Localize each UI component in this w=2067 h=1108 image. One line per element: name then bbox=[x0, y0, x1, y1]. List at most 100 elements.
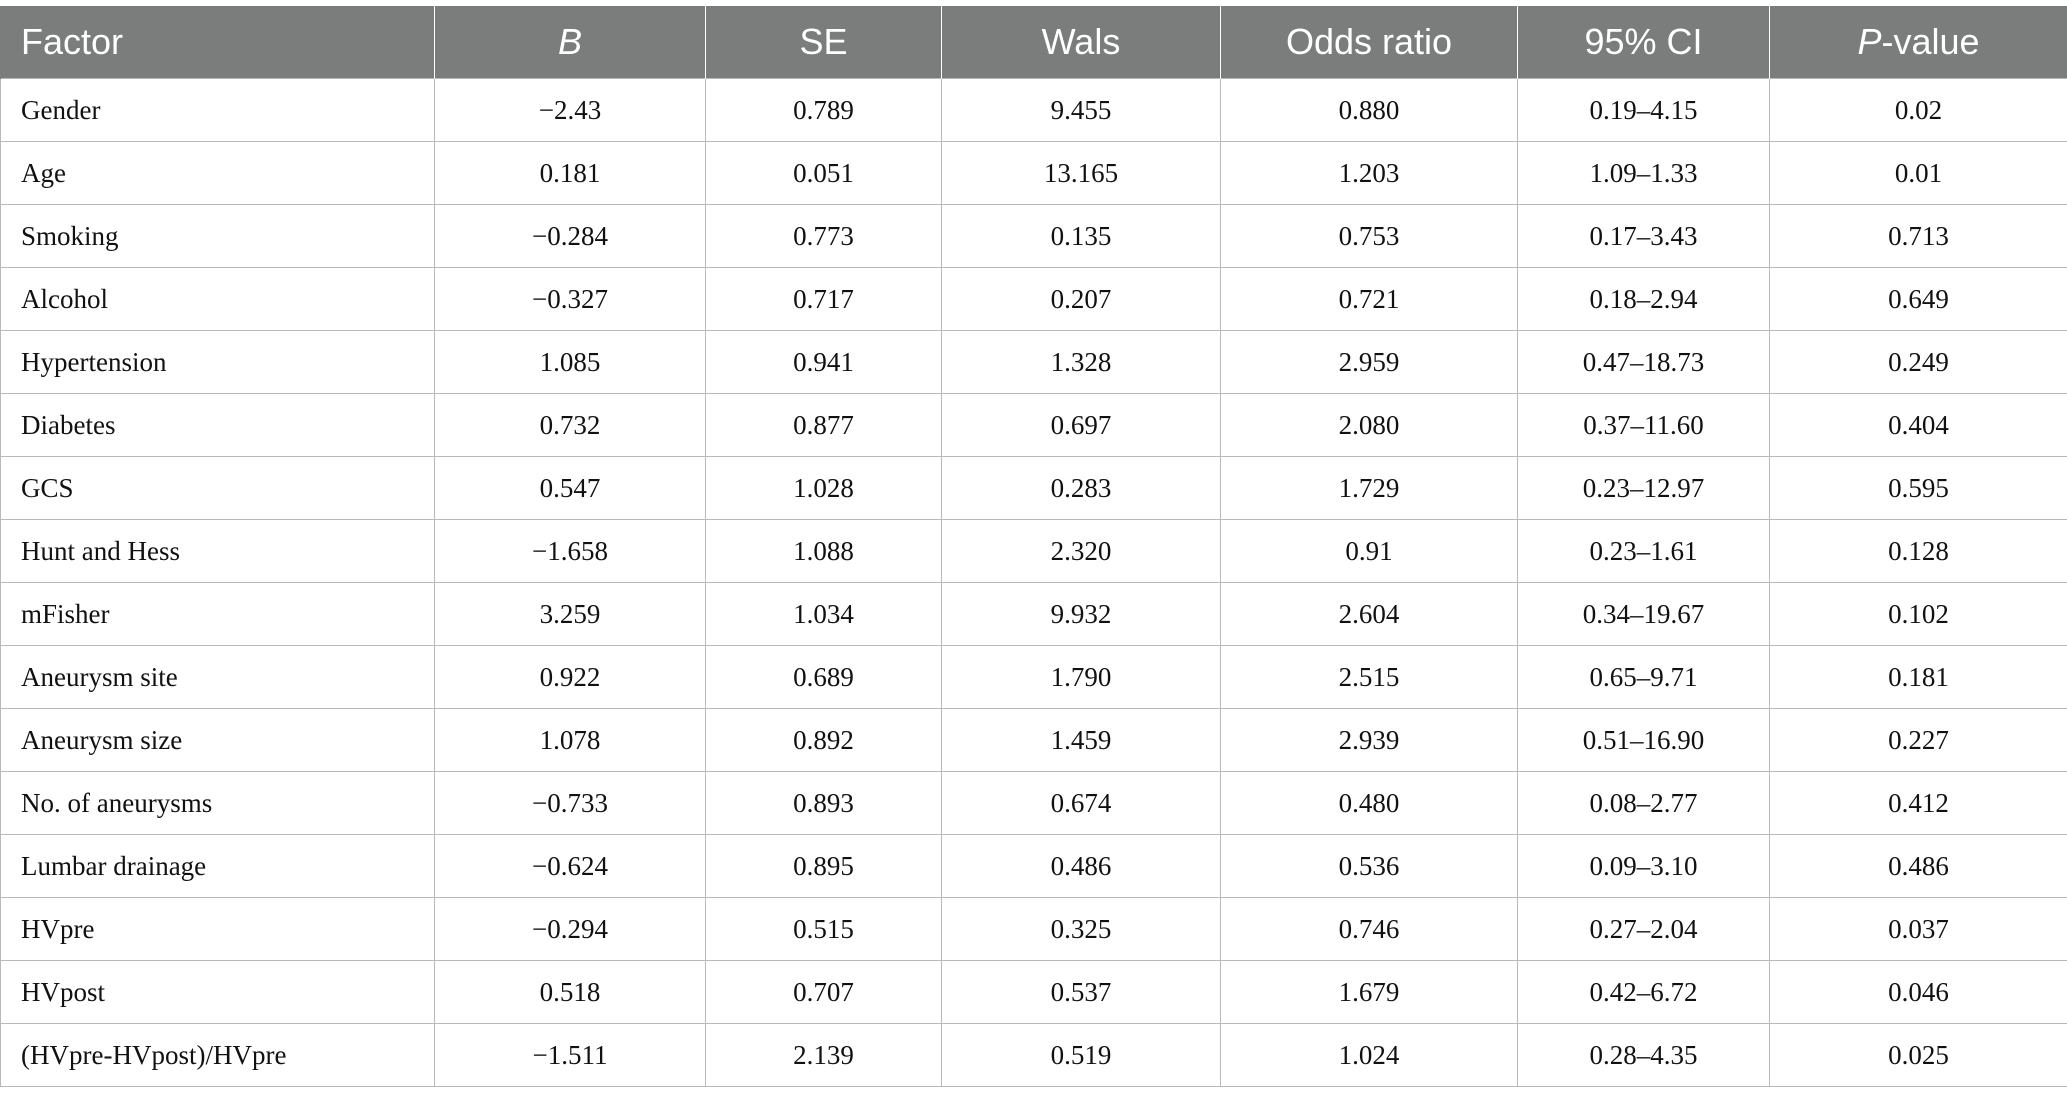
table-row: GCS 0.547 1.028 0.283 1.729 0.23–12.97 0.595 bbox=[0, 456, 2067, 520]
table-row: Aneurysm site 0.922 0.689 1.790 2.515 0.65–9.… bbox=[0, 645, 2067, 709]
se-cell: 0.789 bbox=[705, 78, 942, 142]
se-cell: 0.893 bbox=[705, 771, 942, 835]
header-95-ci: 95% CI bbox=[1517, 6, 1770, 79]
p-value-cell: 0.046 bbox=[1769, 960, 2067, 1024]
header-se: SE bbox=[705, 6, 942, 79]
se-cell: 0.717 bbox=[705, 267, 942, 331]
factor-cell: Age bbox=[0, 141, 435, 205]
table-row: No. of aneurysms −0.733 0.893 0.674 0.480 0.0… bbox=[0, 771, 2067, 835]
factor-cell: mFisher bbox=[0, 582, 435, 646]
se-cell: 1.088 bbox=[705, 519, 942, 583]
table-row: mFisher 3.259 1.034 9.932 2.604 0.34–19.67 0.1… bbox=[0, 582, 2067, 646]
b-cell: −1.511 bbox=[434, 1023, 706, 1087]
odds-ratio-cell: 0.480 bbox=[1220, 771, 1518, 835]
factor-cell: Lumbar drainage bbox=[0, 834, 435, 898]
b-cell: −0.294 bbox=[434, 897, 706, 961]
ci-cell: 0.17–3.43 bbox=[1517, 204, 1770, 268]
header-factor: Factor bbox=[0, 6, 435, 79]
factor-cell: Aneurysm site bbox=[0, 645, 435, 709]
b-cell: −0.284 bbox=[434, 204, 706, 268]
p-value-cell: 0.025 bbox=[1769, 1023, 2067, 1087]
p-value-cell: 0.01 bbox=[1769, 141, 2067, 205]
wals-cell: 1.790 bbox=[941, 645, 1221, 709]
factor-cell: Smoking bbox=[0, 204, 435, 268]
se-cell: 0.515 bbox=[705, 897, 942, 961]
factor-cell: Diabetes bbox=[0, 393, 435, 457]
se-cell: 0.895 bbox=[705, 834, 942, 898]
b-cell: −2.43 bbox=[434, 78, 706, 142]
p-value-cell: 0.649 bbox=[1769, 267, 2067, 331]
table-row: Age 0.181 0.051 13.165 1.203 1.09–1.33 0.01 bbox=[0, 141, 2067, 205]
odds-ratio-cell: 1.024 bbox=[1220, 1023, 1518, 1087]
wals-cell: 1.328 bbox=[941, 330, 1221, 394]
ci-cell: 0.65–9.71 bbox=[1517, 645, 1770, 709]
wals-cell: 2.320 bbox=[941, 519, 1221, 583]
header-b: B bbox=[434, 6, 706, 79]
odds-ratio-cell: 1.729 bbox=[1220, 456, 1518, 520]
ci-cell: 0.08–2.77 bbox=[1517, 771, 1770, 835]
p-value-cell: 0.713 bbox=[1769, 204, 2067, 268]
header-p-value: P-value bbox=[1769, 6, 2067, 79]
regression-table: Factor B SE Wals Odds ratio 95% CI P-val… bbox=[0, 6, 2067, 1087]
table-row: Aneurysm size 1.078 0.892 1.459 2.939 0.51–16… bbox=[0, 708, 2067, 772]
b-cell: 0.922 bbox=[434, 645, 706, 709]
se-cell: 0.773 bbox=[705, 204, 942, 268]
header-row: Factor B SE Wals Odds ratio 95% CI P-val… bbox=[0, 6, 2067, 79]
b-cell: 0.732 bbox=[434, 393, 706, 457]
b-cell: 3.259 bbox=[434, 582, 706, 646]
b-cell: −0.733 bbox=[434, 771, 706, 835]
table-row: Lumbar drainage −0.624 0.895 0.486 0.536 0.09… bbox=[0, 834, 2067, 898]
factor-cell: Aneurysm size bbox=[0, 708, 435, 772]
table-header: Factor B SE Wals Odds ratio 95% CI P-val… bbox=[0, 6, 2067, 79]
ci-cell: 0.51–16.90 bbox=[1517, 708, 1770, 772]
factor-cell: No. of aneurysms bbox=[0, 771, 435, 835]
odds-ratio-cell: 1.679 bbox=[1220, 960, 1518, 1024]
factor-cell: Gender bbox=[0, 78, 435, 142]
table-row: Hunt and Hess −1.658 1.088 2.320 0.91 0.23–1.… bbox=[0, 519, 2067, 583]
odds-ratio-cell: 1.203 bbox=[1220, 141, 1518, 205]
p-value-cell: 0.404 bbox=[1769, 393, 2067, 457]
wals-cell: 0.697 bbox=[941, 393, 1221, 457]
ci-cell: 0.23–12.97 bbox=[1517, 456, 1770, 520]
factor-cell: Hunt and Hess bbox=[0, 519, 435, 583]
table-row: Alcohol −0.327 0.717 0.207 0.721 0.18–2.94 0.6… bbox=[0, 267, 2067, 331]
table-row: Diabetes 0.732 0.877 0.697 2.080 0.37–11.60 0.… bbox=[0, 393, 2067, 457]
wals-cell: 0.283 bbox=[941, 456, 1221, 520]
ci-cell: 1.09–1.33 bbox=[1517, 141, 1770, 205]
table-row: Hypertension 1.085 0.941 1.328 2.959 0.47–18.… bbox=[0, 330, 2067, 394]
se-cell: 1.028 bbox=[705, 456, 942, 520]
odds-ratio-cell: 0.536 bbox=[1220, 834, 1518, 898]
ci-cell: 0.18–2.94 bbox=[1517, 267, 1770, 331]
se-cell: 0.707 bbox=[705, 960, 942, 1024]
odds-ratio-cell: 2.604 bbox=[1220, 582, 1518, 646]
factor-cell: HVpre bbox=[0, 897, 435, 961]
regression-table-container: Factor B SE Wals Odds ratio 95% CI P-val… bbox=[0, 6, 2067, 1087]
p-value-cell: 0.486 bbox=[1769, 834, 2067, 898]
wals-cell: 0.674 bbox=[941, 771, 1221, 835]
p-value-cell: 0.181 bbox=[1769, 645, 2067, 709]
ci-cell: 0.42–6.72 bbox=[1517, 960, 1770, 1024]
se-cell: 1.034 bbox=[705, 582, 942, 646]
table-row: HVpost 0.518 0.707 0.537 1.679 0.42–6.72 0.046 bbox=[0, 960, 2067, 1024]
wals-cell: 13.165 bbox=[941, 141, 1221, 205]
factor-cell: Hypertension bbox=[0, 330, 435, 394]
b-cell: 0.518 bbox=[434, 960, 706, 1024]
factor-cell: GCS bbox=[0, 456, 435, 520]
odds-ratio-cell: 2.080 bbox=[1220, 393, 1518, 457]
se-cell: 0.877 bbox=[705, 393, 942, 457]
b-cell: −0.624 bbox=[434, 834, 706, 898]
ci-cell: 0.09–3.10 bbox=[1517, 834, 1770, 898]
ci-cell: 0.47–18.73 bbox=[1517, 330, 1770, 394]
p-value-cell: 0.102 bbox=[1769, 582, 2067, 646]
table-body: Gender −2.43 0.789 9.455 0.880 0.19–4.15 0.02 A… bbox=[0, 78, 2067, 1087]
odds-ratio-cell: 2.939 bbox=[1220, 708, 1518, 772]
p-value-cell: 0.02 bbox=[1769, 78, 2067, 142]
factor-cell: (HVpre-HVpost)/HVpre bbox=[0, 1023, 435, 1087]
b-cell: 1.078 bbox=[434, 708, 706, 772]
header-wals: Wals bbox=[941, 6, 1221, 79]
wals-cell: 0.325 bbox=[941, 897, 1221, 961]
wals-cell: 0.207 bbox=[941, 267, 1221, 331]
wals-cell: 0.537 bbox=[941, 960, 1221, 1024]
odds-ratio-cell: 0.721 bbox=[1220, 267, 1518, 331]
p-value-cell: 0.037 bbox=[1769, 897, 2067, 961]
